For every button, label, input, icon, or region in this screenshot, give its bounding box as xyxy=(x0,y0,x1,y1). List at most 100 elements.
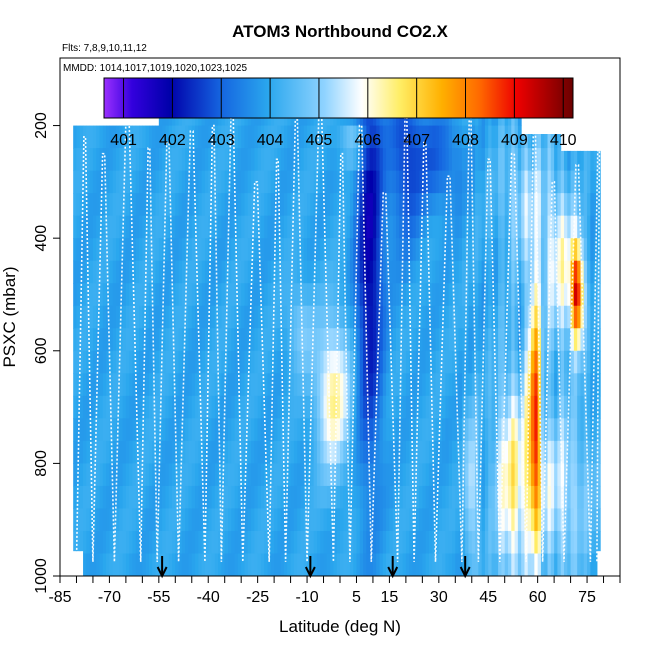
heatmap-cell xyxy=(481,463,486,487)
heatmap-cell xyxy=(554,260,558,284)
heatmap-cell xyxy=(313,148,318,172)
heatmap-cell xyxy=(514,373,519,397)
heatmap-cell xyxy=(399,328,404,352)
heatmap-cell xyxy=(218,373,222,397)
heatmap-cell xyxy=(260,260,265,284)
heatmap-cell xyxy=(382,463,387,487)
heatmap-cell xyxy=(412,440,417,464)
heatmap-cell xyxy=(280,553,285,576)
heatmap-cell xyxy=(557,485,562,509)
heatmap-cell xyxy=(402,238,407,262)
heatmap-cell xyxy=(445,418,450,442)
heatmap-cell xyxy=(260,305,265,329)
heatmap-cell xyxy=(218,350,222,374)
heatmap-cell xyxy=(524,215,529,239)
heatmap-cell xyxy=(257,485,262,509)
heatmap-cell xyxy=(257,373,262,397)
heatmap-cell xyxy=(234,148,239,172)
heatmap-cell xyxy=(211,508,216,532)
heatmap-cell xyxy=(132,148,137,172)
heatmap-cell xyxy=(145,508,150,532)
heatmap-cell xyxy=(293,530,298,554)
heatmap-cell xyxy=(412,373,417,397)
heatmap-cell xyxy=(99,148,104,172)
heatmap-cell xyxy=(204,193,209,217)
heatmap-cell xyxy=(145,463,150,487)
heatmap-cell xyxy=(145,530,150,554)
heatmap-cell xyxy=(83,148,87,172)
heatmap-cell xyxy=(254,530,259,554)
heatmap-cell xyxy=(145,125,150,149)
heatmap-cell xyxy=(79,350,84,374)
heatmap-cell xyxy=(517,440,522,464)
heatmap-cell xyxy=(547,395,552,419)
heatmap-cell xyxy=(231,418,236,442)
heatmap-cell xyxy=(129,125,133,149)
heatmap-cell xyxy=(438,508,443,532)
heatmap-cell xyxy=(195,193,199,217)
heatmap-cell xyxy=(376,463,381,487)
heatmap-cell xyxy=(86,215,91,239)
heatmap-cell xyxy=(587,508,591,532)
heatmap-cell xyxy=(316,305,321,329)
heatmap-cell xyxy=(247,238,252,262)
heatmap-cell xyxy=(155,508,160,532)
heatmap-cell xyxy=(527,418,532,442)
heatmap-cell xyxy=(471,530,476,554)
heatmap-cell xyxy=(366,260,371,284)
heatmap-cell xyxy=(461,283,466,307)
heatmap-cell xyxy=(244,485,249,509)
heatmap-cell xyxy=(461,553,466,576)
heatmap-cell xyxy=(280,260,285,284)
heatmap-cell xyxy=(106,508,110,532)
heatmap-cell xyxy=(363,485,367,509)
heatmap-cell xyxy=(287,148,292,172)
heatmap-cell xyxy=(132,305,137,329)
heatmap-cell xyxy=(326,463,331,487)
heatmap-cell xyxy=(214,125,219,149)
heatmap-cell xyxy=(557,148,562,172)
heatmap-cell xyxy=(181,373,186,397)
heatmap-cell xyxy=(356,305,361,329)
heatmap-cell xyxy=(122,508,127,532)
heatmap-cell xyxy=(471,350,476,374)
heatmap-cell xyxy=(343,125,348,149)
heatmap-cell xyxy=(99,238,104,262)
heatmap-cell xyxy=(122,485,127,509)
heatmap-cell xyxy=(326,553,331,576)
heatmap-cell xyxy=(478,125,483,149)
heatmap-cell xyxy=(524,193,529,217)
heatmap-cell xyxy=(277,418,282,442)
heatmap-cell xyxy=(195,440,199,464)
heatmap-cell xyxy=(139,463,143,487)
heatmap-cell xyxy=(310,215,315,239)
heatmap-cell xyxy=(376,193,381,217)
heatmap-cell xyxy=(211,463,216,487)
heatmap-cell xyxy=(188,260,193,284)
heatmap-cell xyxy=(204,283,209,307)
heatmap-cell xyxy=(214,553,219,576)
heatmap-cell xyxy=(162,418,166,442)
heatmap-cell xyxy=(293,125,298,149)
heatmap-cell xyxy=(432,373,437,397)
heatmap-cell xyxy=(577,530,581,554)
heatmap-cell xyxy=(313,508,318,532)
heatmap-cell xyxy=(326,508,331,532)
heatmap-cell xyxy=(448,305,453,329)
heatmap-cell xyxy=(481,328,486,352)
heatmap-cell xyxy=(573,395,578,419)
heatmap-cell xyxy=(442,148,446,172)
heatmap-cell xyxy=(570,260,575,284)
heatmap-cell xyxy=(527,238,532,262)
heatmap-cell xyxy=(264,305,269,329)
heatmap-cell xyxy=(498,463,502,487)
heatmap-cell xyxy=(274,485,278,509)
heatmap-cell xyxy=(175,238,180,262)
heatmap-cell xyxy=(494,125,499,149)
heatmap-cell xyxy=(415,395,420,419)
heatmap-cell xyxy=(564,373,568,397)
heatmap-cell xyxy=(92,238,97,262)
heatmap-cell xyxy=(287,193,292,217)
heatmap-cell xyxy=(372,170,377,194)
heatmap-cell xyxy=(386,463,390,487)
